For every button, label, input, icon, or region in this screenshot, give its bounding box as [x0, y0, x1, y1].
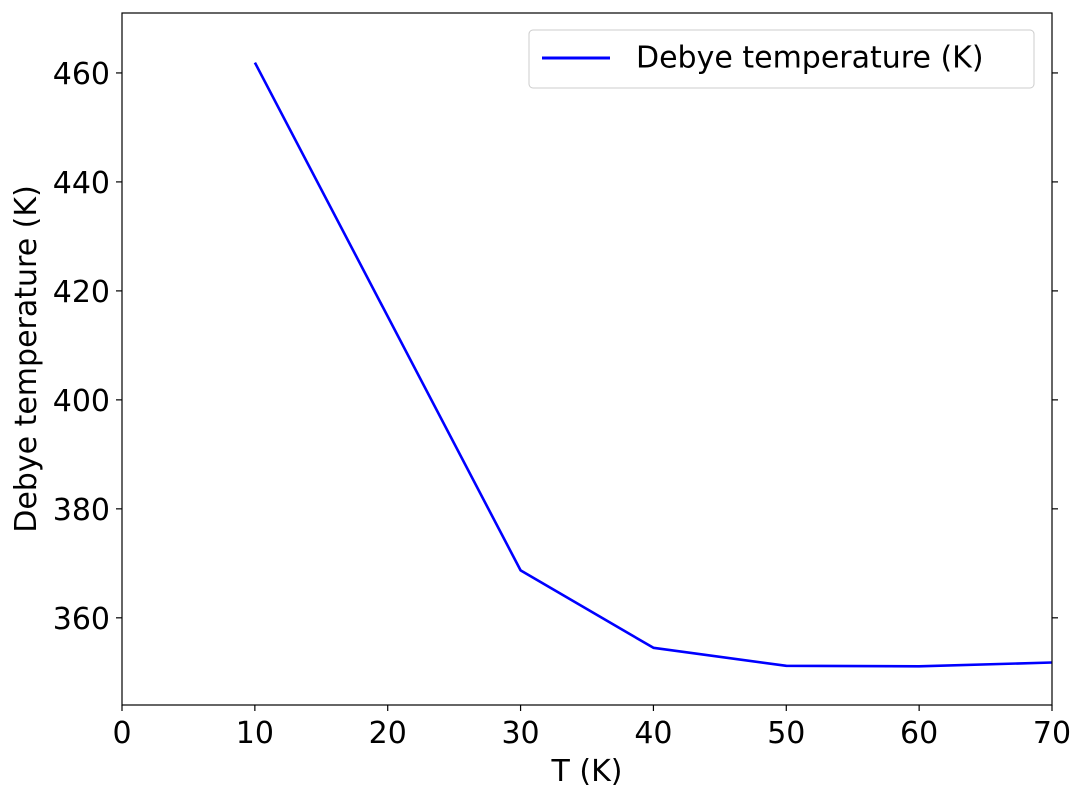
y-axis: 360 380 400 420 440 460	[53, 57, 1058, 637]
y-tick-label: 420	[53, 275, 110, 310]
x-axis-label: T (K)	[551, 754, 623, 789]
y-tick-label: 440	[53, 166, 110, 201]
x-tick-label: 0	[112, 716, 131, 751]
y-tick-label: 400	[53, 384, 110, 419]
x-tick-label: 40	[634, 716, 672, 751]
x-tick-label: 20	[369, 716, 407, 751]
x-tick-label: 60	[900, 716, 938, 751]
x-tick-label: 10	[236, 716, 274, 751]
x-tick-label: 30	[501, 716, 539, 751]
y-axis-label: Debye temperature (K)	[9, 185, 44, 533]
legend: Debye temperature (K)	[528, 29, 1035, 89]
x-axis: 0 10 20 30 40 50 60 70	[112, 705, 1071, 751]
y-tick-label: 380	[53, 493, 110, 528]
legend-box	[528, 29, 1035, 89]
plot-area	[253, 61, 1053, 668]
y-tick-label: 460	[53, 57, 110, 92]
axes-frame	[121, 12, 1053, 706]
x-tick-label: 50	[767, 716, 805, 751]
x-tick-label: 70	[1033, 716, 1071, 751]
y-tick-label: 360	[53, 602, 110, 637]
legend-label: Debye temperature (K)	[636, 41, 984, 76]
series-line	[253, 61, 1053, 668]
